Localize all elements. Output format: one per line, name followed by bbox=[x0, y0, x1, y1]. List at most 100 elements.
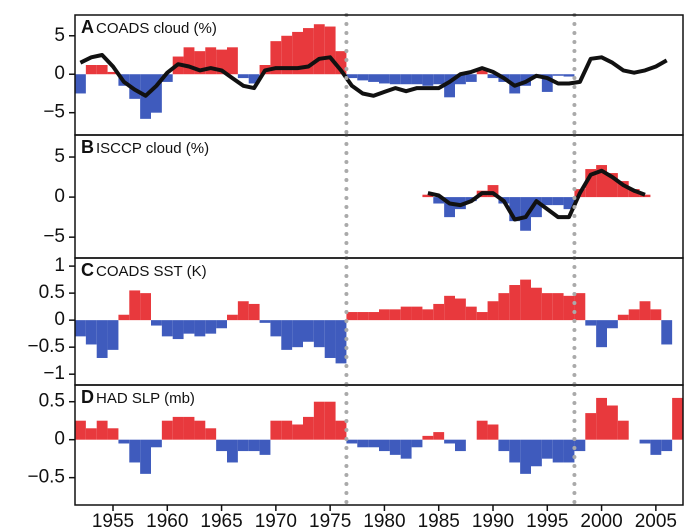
y-tick-label: −5 bbox=[43, 102, 65, 123]
bar bbox=[650, 309, 662, 321]
bar bbox=[400, 306, 412, 321]
bar bbox=[498, 293, 510, 321]
bar bbox=[607, 320, 618, 329]
bar bbox=[400, 439, 412, 459]
plot-area bbox=[75, 397, 683, 474]
bar bbox=[248, 439, 260, 452]
x-tick-label: 2000 bbox=[580, 511, 622, 530]
bar bbox=[216, 49, 227, 75]
x-tick-label: 1970 bbox=[255, 511, 297, 530]
bar bbox=[411, 306, 423, 321]
bar bbox=[379, 309, 390, 321]
y-tick-label: −0.5 bbox=[27, 336, 65, 357]
bar bbox=[379, 439, 390, 452]
plot-area bbox=[75, 279, 673, 364]
x-tick-label: 1990 bbox=[472, 511, 514, 530]
bar bbox=[607, 405, 618, 440]
y-tick-label: −1 bbox=[43, 363, 65, 384]
bar bbox=[607, 173, 618, 198]
bar bbox=[552, 197, 564, 206]
bar bbox=[487, 301, 499, 321]
bar bbox=[205, 47, 217, 75]
bar bbox=[205, 320, 217, 334]
bar bbox=[140, 439, 151, 474]
bar bbox=[444, 439, 455, 444]
bar bbox=[596, 320, 607, 348]
bar bbox=[281, 420, 293, 440]
bar bbox=[85, 65, 97, 75]
bar bbox=[270, 320, 282, 337]
bar bbox=[303, 320, 314, 342]
y-tick-label: 0 bbox=[54, 309, 65, 330]
bar bbox=[368, 74, 379, 82]
bar bbox=[237, 74, 249, 79]
bar bbox=[237, 439, 249, 452]
x-tick-label: 1960 bbox=[146, 511, 188, 530]
bar bbox=[227, 314, 238, 321]
bar bbox=[194, 51, 206, 75]
bar bbox=[617, 420, 629, 440]
bar bbox=[520, 439, 531, 474]
bar bbox=[324, 320, 336, 358]
bar bbox=[129, 290, 141, 321]
bar bbox=[227, 47, 238, 75]
bar bbox=[596, 397, 607, 440]
y-tick-label: 5 bbox=[54, 146, 65, 167]
bar bbox=[639, 194, 651, 198]
bar bbox=[303, 28, 314, 75]
x-tick-label: 2005 bbox=[635, 511, 677, 530]
bar bbox=[194, 420, 206, 440]
bar bbox=[455, 439, 466, 452]
bar bbox=[617, 181, 629, 198]
bar bbox=[140, 293, 151, 321]
bar bbox=[368, 439, 379, 448]
bar bbox=[661, 320, 673, 345]
bar bbox=[161, 74, 173, 82]
bar bbox=[75, 420, 86, 440]
x-tick-label: 1955 bbox=[92, 511, 134, 530]
bar bbox=[346, 74, 358, 79]
bar bbox=[96, 65, 108, 75]
bar bbox=[107, 428, 119, 440]
bar bbox=[574, 439, 586, 452]
bar bbox=[639, 301, 651, 321]
bar bbox=[498, 439, 510, 452]
bar bbox=[357, 439, 369, 448]
bar bbox=[585, 169, 597, 198]
bar bbox=[85, 428, 97, 440]
bar bbox=[487, 185, 499, 198]
bar bbox=[520, 279, 531, 321]
bar bbox=[313, 401, 325, 440]
bar bbox=[205, 428, 217, 440]
bar bbox=[118, 439, 130, 444]
bar bbox=[672, 397, 683, 440]
bar bbox=[183, 47, 195, 75]
bar bbox=[455, 298, 466, 321]
panel-title: HAD SLP (mb) bbox=[96, 390, 195, 407]
y-tick-label: 0.5 bbox=[39, 282, 65, 303]
bar bbox=[161, 420, 173, 440]
bar bbox=[303, 416, 314, 440]
bar bbox=[75, 320, 86, 337]
x-tick-label: 1985 bbox=[418, 511, 460, 530]
bar bbox=[552, 439, 564, 463]
bar bbox=[563, 197, 575, 210]
y-tick-label: 0.5 bbox=[39, 391, 65, 412]
bar bbox=[596, 165, 607, 198]
bar bbox=[357, 312, 369, 321]
panel-label: C bbox=[81, 260, 94, 280]
bar bbox=[292, 424, 303, 440]
bar bbox=[552, 74, 564, 76]
bar bbox=[107, 71, 119, 75]
bar bbox=[129, 439, 141, 463]
panel-label: B bbox=[81, 137, 94, 157]
bar bbox=[563, 295, 575, 321]
bar bbox=[487, 74, 499, 79]
bar bbox=[552, 293, 564, 321]
bar bbox=[107, 320, 119, 350]
bar bbox=[151, 74, 162, 113]
bar bbox=[324, 401, 336, 440]
bar bbox=[465, 74, 477, 82]
bar bbox=[357, 74, 369, 81]
